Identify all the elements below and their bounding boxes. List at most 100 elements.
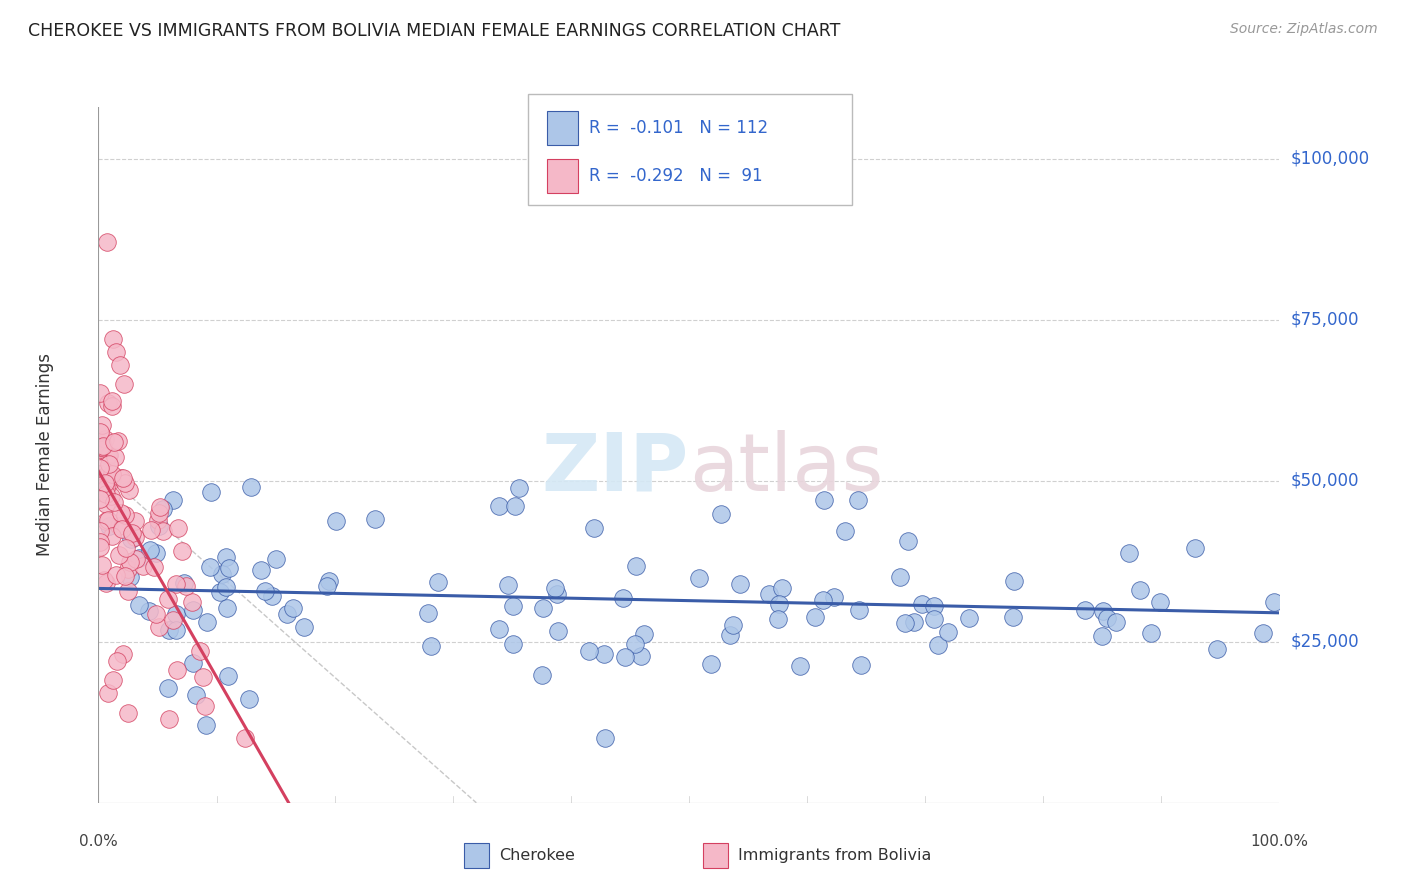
Point	[718, 628, 741, 642]
Point	[108, 358, 131, 372]
Point	[217, 669, 239, 683]
Point	[578, 644, 600, 658]
Point	[181, 603, 204, 617]
Point	[117, 584, 139, 599]
Text: 0.0%: 0.0%	[79, 834, 118, 849]
Point	[292, 620, 315, 634]
Point	[100, 467, 122, 481]
Point	[101, 399, 124, 413]
Text: $50,000: $50,000	[1291, 472, 1360, 490]
Text: R =  -0.292   N =  91: R = -0.292 N = 91	[589, 167, 762, 185]
Point	[139, 542, 162, 557]
Point	[148, 518, 170, 533]
Point	[709, 507, 731, 521]
Point	[624, 558, 647, 573]
Point	[132, 558, 155, 573]
Point	[110, 506, 132, 520]
Point	[768, 597, 790, 611]
Text: ZIP: ZIP	[541, 430, 689, 508]
Point	[146, 513, 169, 527]
Point	[200, 485, 222, 500]
Point	[98, 448, 121, 462]
Point	[114, 569, 136, 583]
Point	[488, 500, 510, 514]
Point	[770, 581, 793, 595]
Point	[145, 607, 167, 622]
Point	[94, 481, 117, 495]
Point	[108, 519, 131, 533]
Point	[531, 601, 554, 615]
Point	[281, 600, 304, 615]
Point	[128, 599, 150, 613]
Point	[188, 644, 211, 658]
Point	[167, 521, 190, 535]
Point	[233, 731, 256, 746]
Point	[502, 599, 524, 614]
Point	[823, 590, 845, 604]
Point	[582, 521, 605, 535]
Point	[101, 332, 124, 346]
Point	[105, 344, 128, 359]
Text: $75,000: $75,000	[1291, 310, 1360, 328]
Point	[148, 506, 170, 520]
Point	[165, 607, 187, 622]
Point	[94, 476, 117, 491]
Point	[897, 534, 920, 549]
Point	[149, 500, 172, 514]
Point	[927, 638, 949, 652]
Point	[110, 471, 132, 485]
Point	[630, 649, 652, 664]
Point	[211, 567, 233, 582]
Point	[118, 483, 141, 497]
Point	[1097, 611, 1119, 625]
Point	[239, 480, 262, 494]
Point	[100, 529, 122, 543]
Point	[1251, 626, 1274, 640]
Point	[107, 434, 129, 449]
Point	[157, 623, 180, 637]
Point	[90, 417, 112, 432]
Point	[1129, 583, 1152, 598]
Point	[112, 471, 135, 485]
Point	[89, 425, 111, 440]
Point	[215, 601, 238, 615]
Point	[922, 599, 945, 613]
Point	[218, 561, 240, 575]
Point	[89, 481, 111, 495]
Point	[170, 544, 193, 558]
Point	[96, 575, 118, 590]
Point	[721, 618, 744, 632]
Point	[834, 524, 856, 538]
Point	[90, 485, 112, 500]
Point	[96, 497, 118, 511]
Point	[922, 612, 945, 626]
Point	[593, 731, 616, 746]
Point	[903, 615, 925, 630]
Point	[94, 514, 117, 528]
Point	[547, 624, 569, 638]
Point	[141, 523, 163, 537]
Point	[215, 581, 238, 595]
Point	[766, 612, 789, 626]
Point	[593, 648, 616, 662]
Point	[1091, 604, 1114, 618]
Point	[502, 637, 524, 651]
Point	[93, 573, 115, 587]
Point	[846, 493, 869, 508]
Point	[115, 541, 138, 555]
Point	[152, 524, 174, 539]
Point	[98, 519, 121, 533]
Point	[544, 582, 567, 596]
Point	[97, 457, 120, 471]
Text: Source: ZipAtlas.com: Source: ZipAtlas.com	[1230, 22, 1378, 37]
Point	[181, 595, 204, 609]
Point	[1139, 626, 1161, 640]
Point	[156, 681, 179, 695]
Point	[114, 508, 136, 523]
Point	[427, 575, 450, 590]
Point	[1073, 603, 1095, 617]
Point	[318, 574, 340, 588]
Point	[101, 393, 124, 408]
Point	[104, 450, 127, 465]
Point	[181, 657, 204, 671]
